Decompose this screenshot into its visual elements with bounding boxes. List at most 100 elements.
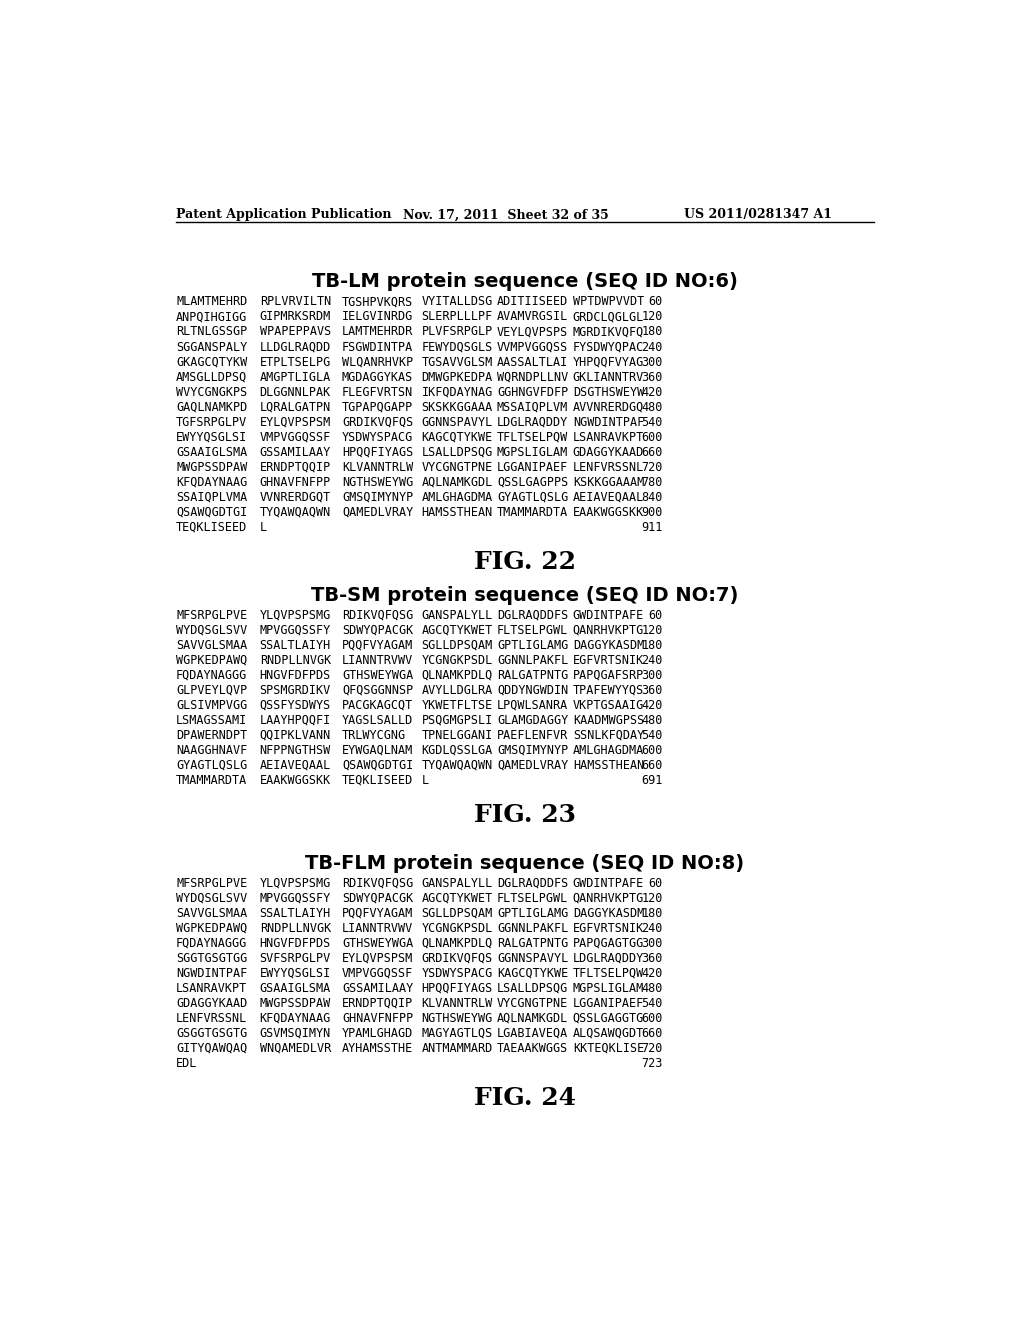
Text: 540: 540 xyxy=(641,997,663,1010)
Text: KSKKGGAAAM: KSKKGGAAAM xyxy=(572,475,644,488)
Text: FYSDWYQPAC: FYSDWYQPAC xyxy=(572,341,644,354)
Text: QAMEDLVRAY: QAMEDLVRAY xyxy=(342,506,413,519)
Text: PQQFVYAGAM: PQQFVYAGAM xyxy=(342,907,413,920)
Text: Nov. 17, 2011  Sheet 32 of 35: Nov. 17, 2011 Sheet 32 of 35 xyxy=(403,209,609,222)
Text: ERNDPTQQIP: ERNDPTQQIP xyxy=(342,997,413,1010)
Text: GSVMSQIMYN: GSVMSQIMYN xyxy=(260,1027,331,1040)
Text: FQDAYNAGGG: FQDAYNAGGG xyxy=(176,937,248,950)
Text: 420: 420 xyxy=(641,966,663,979)
Text: 60: 60 xyxy=(648,609,663,622)
Text: TGSHPVKQRS: TGSHPVKQRS xyxy=(342,296,413,309)
Text: GKAGCQTYKW: GKAGCQTYKW xyxy=(176,355,248,368)
Text: PAPQGAFSRP: PAPQGAFSRP xyxy=(572,669,644,682)
Text: QSAWQGDTGI: QSAWQGDTGI xyxy=(342,759,413,772)
Text: WPAPEPPAVS: WPAPEPPAVS xyxy=(260,326,331,338)
Text: EGFVRTSNIK: EGFVRTSNIK xyxy=(572,921,644,935)
Text: GDAGGYKAAD: GDAGGYKAAD xyxy=(176,997,248,1010)
Text: ETPLTSELPG: ETPLTSELPG xyxy=(260,355,331,368)
Text: QLNAMKPDLQ: QLNAMKPDLQ xyxy=(422,937,493,950)
Text: AQLNAMKGDL: AQLNAMKGDL xyxy=(497,1012,568,1024)
Text: SSAIQPLVMA: SSAIQPLVMA xyxy=(176,491,248,504)
Text: ALQSAWQGDT: ALQSAWQGDT xyxy=(572,1027,644,1040)
Text: HPQQFIYAGS: HPQQFIYAGS xyxy=(422,982,493,995)
Text: LLDGLRAQDD: LLDGLRAQDD xyxy=(260,341,331,354)
Text: AEIAVEQAAL: AEIAVEQAAL xyxy=(260,759,331,772)
Text: SGGANSPALY: SGGANSPALY xyxy=(176,341,248,354)
Text: LDGLRAQDDY: LDGLRAQDDY xyxy=(497,416,568,429)
Text: SVFSRPGLPV: SVFSRPGLPV xyxy=(260,952,331,965)
Text: SLERPLLLPF: SLERPLLLPF xyxy=(422,310,493,323)
Text: Patent Application Publication: Patent Application Publication xyxy=(176,209,391,222)
Text: MFSRPGLPVE: MFSRPGLPVE xyxy=(176,876,248,890)
Text: MGDAGGYKAS: MGDAGGYKAS xyxy=(342,371,413,384)
Text: AMGPTLIGLA: AMGPTLIGLA xyxy=(260,371,331,384)
Text: FLEGFVRTSN: FLEGFVRTSN xyxy=(342,385,413,399)
Text: KAGCQTYKWE: KAGCQTYKWE xyxy=(422,430,493,444)
Text: PQQFVYAGAM: PQQFVYAGAM xyxy=(342,639,413,652)
Text: GWDINTPAFE: GWDINTPAFE xyxy=(572,876,644,890)
Text: PACGKAGCQT: PACGKAGCQT xyxy=(342,700,413,711)
Text: SKSKKGGAAA: SKSKKGGAAA xyxy=(422,400,493,413)
Text: AMLGHAGDMA: AMLGHAGDMA xyxy=(422,491,493,504)
Text: TB-SM protein sequence (SEQ ID NO:7): TB-SM protein sequence (SEQ ID NO:7) xyxy=(311,586,738,605)
Text: GGHNGVFDFP: GGHNGVFDFP xyxy=(497,385,568,399)
Text: 240: 240 xyxy=(641,341,663,354)
Text: GIPMRKSRDM: GIPMRKSRDM xyxy=(260,310,331,323)
Text: GYAGTLQSLG: GYAGTLQSLG xyxy=(176,759,248,772)
Text: SAVVGLSMAA: SAVVGLSMAA xyxy=(176,907,248,920)
Text: VYCGNGTPNE: VYCGNGTPNE xyxy=(422,461,493,474)
Text: WYDQSGLSVV: WYDQSGLSVV xyxy=(176,624,248,636)
Text: VEYLQVPSPS: VEYLQVPSPS xyxy=(497,326,568,338)
Text: GLSIVMPVGG: GLSIVMPVGG xyxy=(176,700,248,711)
Text: WNQAMEDLVR: WNQAMEDLVR xyxy=(260,1041,331,1055)
Text: SGLLDPSQAM: SGLLDPSQAM xyxy=(422,907,493,920)
Text: 540: 540 xyxy=(641,416,663,429)
Text: RPLVRVILTN: RPLVRVILTN xyxy=(260,296,331,309)
Text: GPTLIGLAMG: GPTLIGLAMG xyxy=(497,907,568,920)
Text: GGNNSPAVYL: GGNNSPAVYL xyxy=(497,952,568,965)
Text: LGABIAVEQA: LGABIAVEQA xyxy=(497,1027,568,1040)
Text: KAGCQTYKWE: KAGCQTYKWE xyxy=(497,966,568,979)
Text: LSANRAVKPT: LSANRAVKPT xyxy=(176,982,248,995)
Text: FLTSELPGWL: FLTSELPGWL xyxy=(497,892,568,904)
Text: TYQAWQAQWN: TYQAWQAQWN xyxy=(422,759,493,772)
Text: EDL: EDL xyxy=(176,1057,198,1071)
Text: YLQVPSPSMG: YLQVPSPSMG xyxy=(260,876,331,890)
Text: VVNRERDGQT: VVNRERDGQT xyxy=(260,491,331,504)
Text: LIANNTRVWV: LIANNTRVWV xyxy=(342,653,413,667)
Text: WGPKEDPAWQ: WGPKEDPAWQ xyxy=(176,921,248,935)
Text: TEQKLISEED: TEQKLISEED xyxy=(342,774,413,787)
Text: HAMSSTHEAN: HAMSSTHEAN xyxy=(572,759,644,772)
Text: PSQGMGPSLI: PSQGMGPSLI xyxy=(422,714,493,727)
Text: 840: 840 xyxy=(641,491,663,504)
Text: HNGVFDFPDS: HNGVFDFPDS xyxy=(260,937,331,950)
Text: QDDYNGWDIN: QDDYNGWDIN xyxy=(497,684,568,697)
Text: NGTHSWEYWG: NGTHSWEYWG xyxy=(422,1012,493,1024)
Text: LSALLDPSQG: LSALLDPSQG xyxy=(497,982,568,995)
Text: KFQDAYNAAG: KFQDAYNAAG xyxy=(260,1012,331,1024)
Text: GTHSWEYWGA: GTHSWEYWGA xyxy=(342,669,413,682)
Text: HNGVFDFPDS: HNGVFDFPDS xyxy=(260,669,331,682)
Text: GGNNSPAVYL: GGNNSPAVYL xyxy=(422,416,493,429)
Text: 420: 420 xyxy=(641,700,663,711)
Text: AVVNRERDGQ: AVVNRERDGQ xyxy=(572,400,644,413)
Text: 900: 900 xyxy=(641,506,663,519)
Text: WVYCGNGKPS: WVYCGNGKPS xyxy=(176,385,248,399)
Text: GMSQIMYNYP: GMSQIMYNYP xyxy=(342,491,413,504)
Text: VKPTGSAAIG: VKPTGSAAIG xyxy=(572,700,644,711)
Text: 780: 780 xyxy=(641,475,663,488)
Text: RNDPLLNVGK: RNDPLLNVGK xyxy=(260,653,331,667)
Text: GKLIANNTRV: GKLIANNTRV xyxy=(572,371,644,384)
Text: 180: 180 xyxy=(641,326,663,338)
Text: LGGANIPAEF: LGGANIPAEF xyxy=(497,461,568,474)
Text: MLAMTMEHRD: MLAMTMEHRD xyxy=(176,296,248,309)
Text: KKTEQKLISE: KKTEQKLISE xyxy=(572,1041,644,1055)
Text: LPQWLSANRA: LPQWLSANRA xyxy=(497,700,568,711)
Text: LSALLDPSQG: LSALLDPSQG xyxy=(422,446,493,458)
Text: VYITALLDSG: VYITALLDSG xyxy=(422,296,493,309)
Text: GWDINTPAFE: GWDINTPAFE xyxy=(572,609,644,622)
Text: GMSQIMYNYP: GMSQIMYNYP xyxy=(497,744,568,756)
Text: QSSLGAGPPS: QSSLGAGPPS xyxy=(497,475,568,488)
Text: 480: 480 xyxy=(641,400,663,413)
Text: MGPSLIGLAM: MGPSLIGLAM xyxy=(572,982,644,995)
